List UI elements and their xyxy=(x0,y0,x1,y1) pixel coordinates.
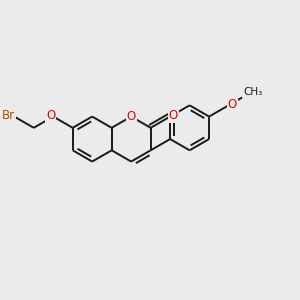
Text: O: O xyxy=(127,110,136,123)
Text: Br: Br xyxy=(2,109,15,122)
Text: CH₃: CH₃ xyxy=(243,88,262,98)
Text: O: O xyxy=(227,98,237,111)
Text: O: O xyxy=(46,109,55,122)
Text: O: O xyxy=(169,109,178,122)
